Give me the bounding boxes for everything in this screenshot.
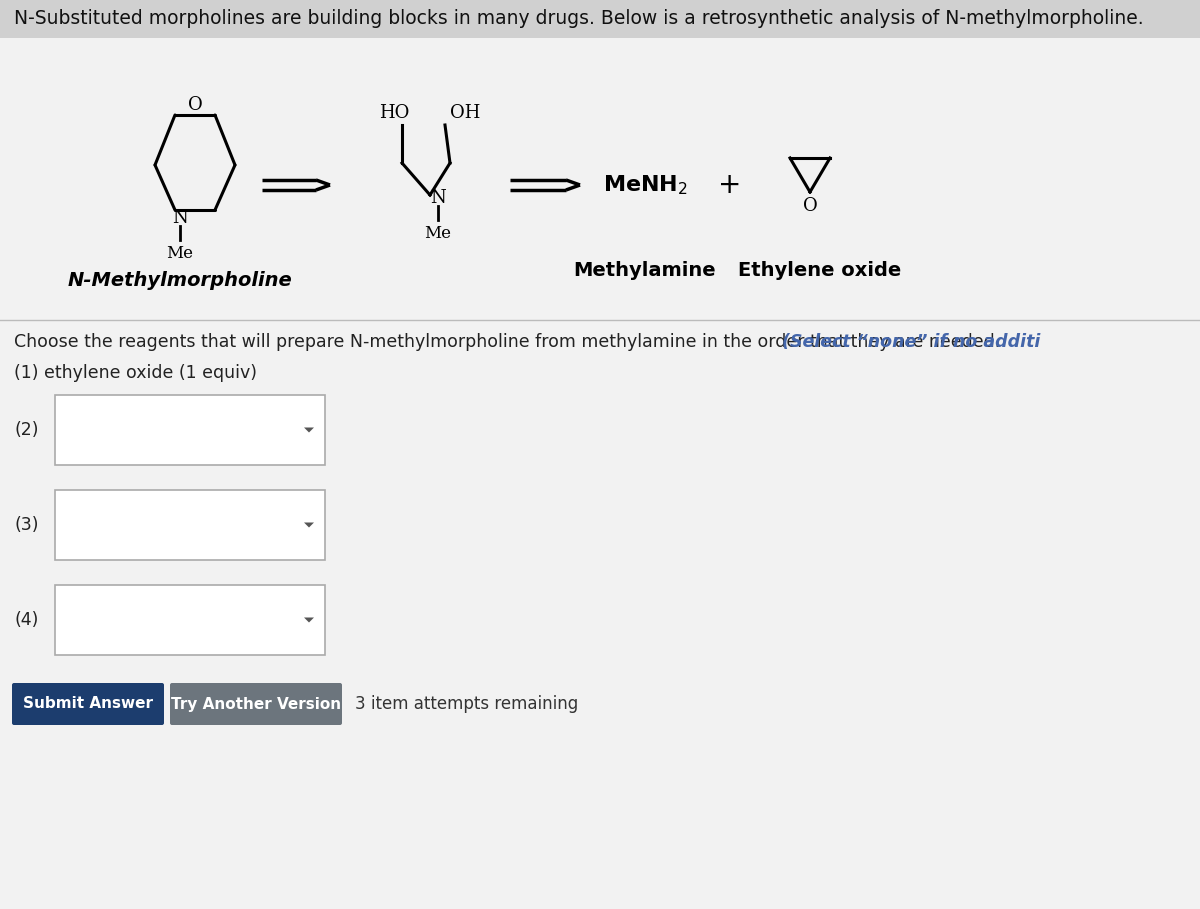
Text: Submit Answer: Submit Answer xyxy=(23,696,154,712)
Text: Ethylene oxide: Ethylene oxide xyxy=(738,261,901,279)
FancyBboxPatch shape xyxy=(55,490,325,560)
Text: (1) ethylene oxide (1 equiv): (1) ethylene oxide (1 equiv) xyxy=(14,364,257,382)
Text: (4): (4) xyxy=(14,611,38,629)
Text: Methylamine: Methylamine xyxy=(574,261,716,279)
Text: Try Another Version: Try Another Version xyxy=(170,696,341,712)
Polygon shape xyxy=(304,617,314,623)
Text: MeNH$_2$: MeNH$_2$ xyxy=(602,174,688,197)
Polygon shape xyxy=(304,523,314,527)
Text: Me: Me xyxy=(167,245,193,262)
Text: N-Substituted morpholines are building blocks in many drugs. Below is a retrosyn: N-Substituted morpholines are building b… xyxy=(14,9,1144,28)
FancyBboxPatch shape xyxy=(170,683,342,725)
Text: (3): (3) xyxy=(14,516,38,534)
FancyBboxPatch shape xyxy=(55,395,325,465)
Text: 3 item attempts remaining: 3 item attempts remaining xyxy=(355,695,578,713)
Text: +: + xyxy=(719,171,742,199)
Text: N: N xyxy=(430,189,446,207)
Text: HO: HO xyxy=(379,104,409,122)
Text: (2): (2) xyxy=(14,421,38,439)
Text: Choose the reagents that will prepare N-methylmorpholine from methylamine in the: Choose the reagents that will prepare N-… xyxy=(14,333,1006,351)
Text: (Select “none” if no additi: (Select “none” if no additi xyxy=(782,333,1040,351)
FancyBboxPatch shape xyxy=(12,683,164,725)
Text: O: O xyxy=(803,197,817,215)
FancyBboxPatch shape xyxy=(0,38,1200,909)
Text: O: O xyxy=(187,96,203,114)
FancyBboxPatch shape xyxy=(0,0,1200,38)
Text: Me: Me xyxy=(425,225,451,242)
Text: N-Methylmorpholine: N-Methylmorpholine xyxy=(67,271,293,289)
Text: N: N xyxy=(172,209,188,227)
FancyBboxPatch shape xyxy=(55,585,325,655)
Polygon shape xyxy=(304,427,314,433)
Text: OH: OH xyxy=(450,104,480,122)
